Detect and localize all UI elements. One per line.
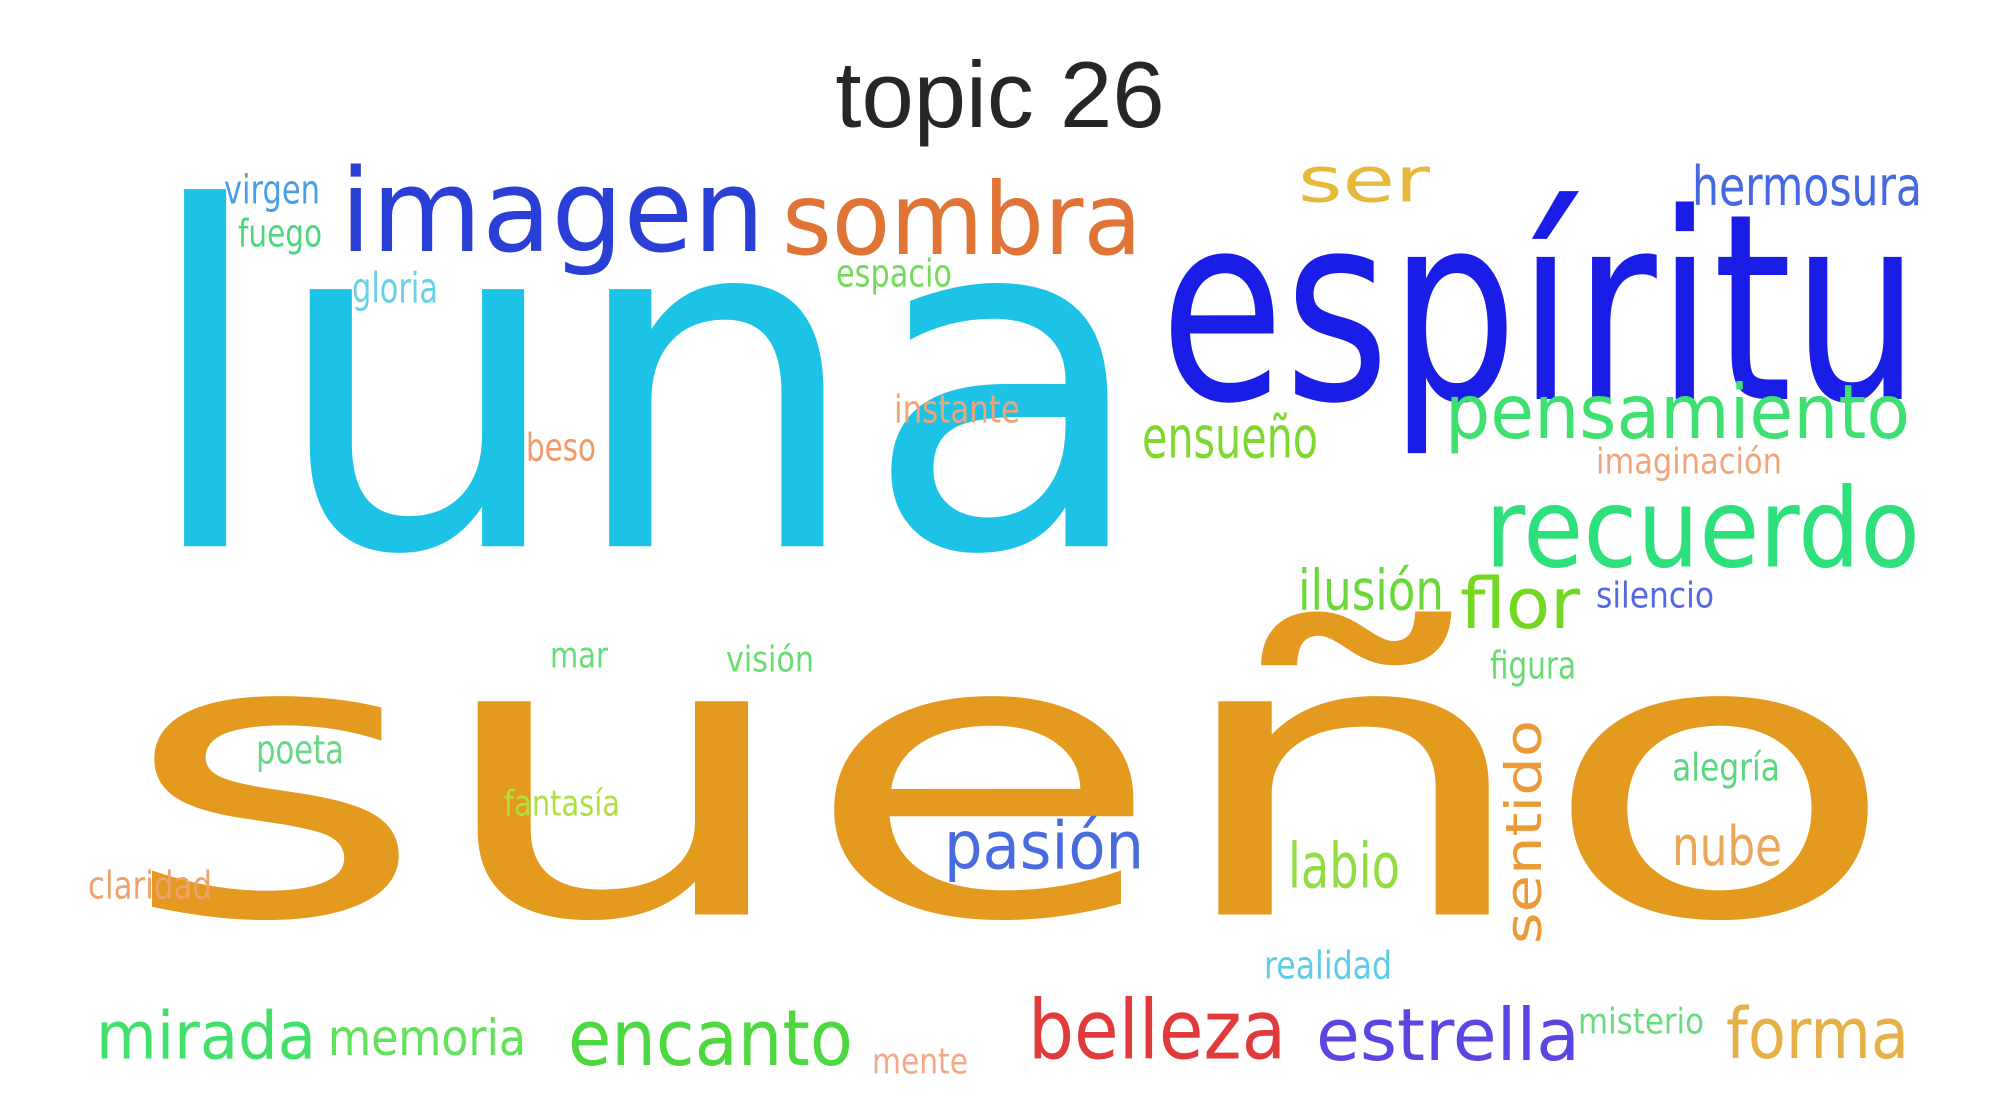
word-luna: luna bbox=[140, 110, 1150, 658]
word-virgen: virgen bbox=[224, 166, 320, 213]
word-espacio: espacio bbox=[836, 252, 952, 296]
word-fuego: fuego bbox=[238, 212, 322, 256]
word-mar: mar bbox=[550, 634, 608, 677]
word-labio: labio bbox=[1288, 831, 1400, 903]
word-forma: forma bbox=[1726, 994, 1909, 1076]
word-memoria: memoria bbox=[328, 1009, 526, 1068]
word-sentido: sentido bbox=[1495, 720, 1554, 944]
word-gloria: gloria bbox=[352, 264, 438, 313]
word-beso: beso bbox=[526, 426, 596, 470]
word-flor: flor bbox=[1460, 564, 1580, 646]
word-ilusion: ilusión bbox=[1298, 557, 1444, 624]
word-poeta: poeta bbox=[256, 726, 344, 773]
word-vision: visión bbox=[726, 638, 814, 681]
word-mirada: mirada bbox=[96, 998, 316, 1075]
word-realidad: realidad bbox=[1264, 944, 1392, 988]
word-ser: ser bbox=[1298, 145, 1430, 217]
word-pasion: pasión bbox=[944, 808, 1144, 885]
word-sombra: sombra bbox=[782, 161, 1142, 278]
word-hermosura: hermosura bbox=[1692, 155, 1922, 219]
word-encanto: encanto bbox=[568, 993, 853, 1084]
word-estrella: estrella bbox=[1316, 993, 1580, 1078]
word-recuerdo: recuerdo bbox=[1485, 465, 1920, 594]
word-pensamiento: pensamiento bbox=[1445, 368, 1910, 456]
word-fantasia: fantasía bbox=[504, 782, 620, 825]
word-espiritu: espíritu bbox=[1160, 159, 1920, 461]
word-instante: instante bbox=[894, 388, 1020, 432]
word-imagen: imagen bbox=[340, 145, 765, 279]
word-misterio: misterio bbox=[1578, 1000, 1704, 1043]
word-silencio: silencio bbox=[1596, 574, 1714, 617]
word-imaginacion: imaginación bbox=[1596, 440, 1782, 483]
word-claridad: claridad bbox=[88, 864, 212, 908]
word-alegria: alegría bbox=[1672, 746, 1780, 790]
word-belleza: belleza bbox=[1028, 983, 1286, 1079]
word-figura: figura bbox=[1490, 644, 1576, 688]
word-sueno: sueño bbox=[120, 552, 1900, 1007]
chart-title: topic 26 bbox=[835, 42, 1165, 147]
word-mente: mente bbox=[872, 1040, 968, 1083]
word-ensueno: ensueño bbox=[1142, 404, 1318, 472]
word-nube: nube bbox=[1672, 815, 1782, 879]
